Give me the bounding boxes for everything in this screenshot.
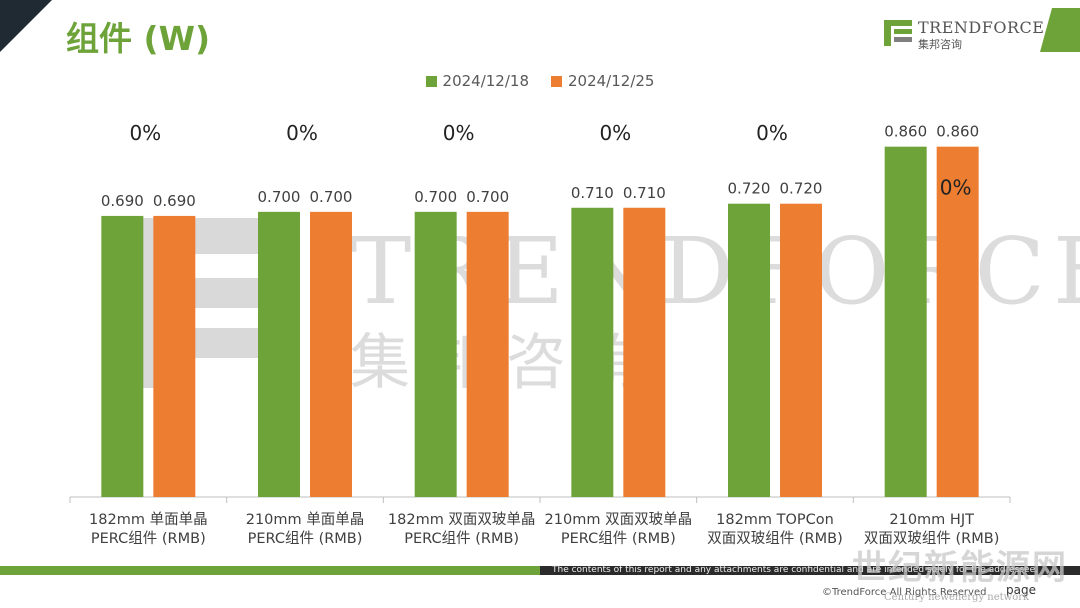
bar-series2 [310, 211, 352, 497]
legend-item-series1: 2024/12/18 [425, 72, 529, 90]
change-label: 0% [443, 121, 475, 145]
data-label: 0.700 [466, 188, 509, 206]
bar-series2 [780, 203, 822, 497]
footer-bar-dark [540, 566, 1080, 575]
legend-swatch-series2 [551, 75, 562, 87]
change-label: 0% [756, 121, 788, 145]
category-label: 210mm 单面单晶 [246, 511, 365, 528]
legend-swatch-series1 [425, 75, 437, 87]
category-label: 182mm 双面双玻单晶 [388, 511, 536, 528]
site-watermark-stamp: 世纪新能源网 [852, 548, 1068, 588]
data-label: 0.700 [414, 188, 457, 206]
bar-series2 [466, 211, 509, 497]
data-label: 0.700 [310, 188, 353, 206]
category-label: PERC组件 (RMB) [91, 530, 206, 547]
copyright-text: ©TrendForce All Rights Reserved [822, 587, 987, 598]
data-label: 0.860 [936, 123, 979, 141]
data-label: 0.860 [884, 123, 927, 141]
footer-confidential-note: The contents of this report and any atta… [552, 565, 1038, 575]
category-label: PERC组件 (RMB) [561, 530, 676, 547]
category-label: 210mm 双面双玻单晶 [545, 511, 693, 528]
category-label: PERC组件 (RMB) [248, 530, 363, 547]
legend-item-series2: 2024/12/25 [551, 72, 654, 90]
data-label: 0.720 [780, 180, 823, 198]
category-label: 182mm TOPCon [716, 512, 834, 528]
bar-series1 [101, 215, 144, 498]
change-label: 0% [599, 121, 631, 145]
bar-series1 [258, 211, 300, 497]
change-label: 0% [940, 176, 972, 200]
bar-series2 [936, 146, 979, 498]
bar-series2 [153, 215, 196, 498]
bar-series1 [884, 146, 927, 498]
data-label: 0.690 [153, 192, 196, 210]
category-label: 210mm HJT [889, 512, 974, 528]
bar-series1 [414, 211, 457, 497]
bar-series2 [623, 207, 666, 497]
chart-legend: 2024/12/18 2024/12/25 [0, 72, 1080, 90]
data-label: 0.710 [623, 184, 666, 202]
page-title: 组件 (W) [66, 19, 211, 58]
category-label: 双面双玻组件 (RMB) [707, 530, 842, 547]
legend-label-series1: 2024/12/18 [442, 72, 529, 90]
data-label: 0.690 [101, 192, 144, 210]
corner-decoration-left [0, 0, 52, 52]
data-label: 0.710 [571, 184, 614, 202]
trendforce-logo-icon [884, 20, 912, 46]
bar-series1 [571, 207, 614, 497]
logo-text: TRENDFORCE [918, 18, 1045, 37]
trendforce-logo: TRENDFORCE 集邦咨询 [884, 16, 1044, 51]
category-label: 双面双玻组件 (RMB) [864, 530, 999, 547]
logo-subtext: 集邦咨询 [918, 38, 962, 51]
change-label: 0% [286, 121, 318, 145]
bar-series1 [728, 203, 770, 497]
legend-label-series2: 2024/12/25 [568, 72, 655, 90]
footer-bar [0, 566, 1080, 575]
data-label: 0.720 [728, 180, 771, 198]
category-label: PERC组件 (RMB) [404, 530, 519, 547]
change-label: 0% [129, 121, 161, 145]
category-label: 182mm 单面单晶 [89, 511, 208, 528]
page-number: page [1006, 583, 1036, 597]
site-watermark-subtext: Century newenergy network [884, 592, 1030, 603]
data-label: 0.700 [258, 188, 301, 206]
